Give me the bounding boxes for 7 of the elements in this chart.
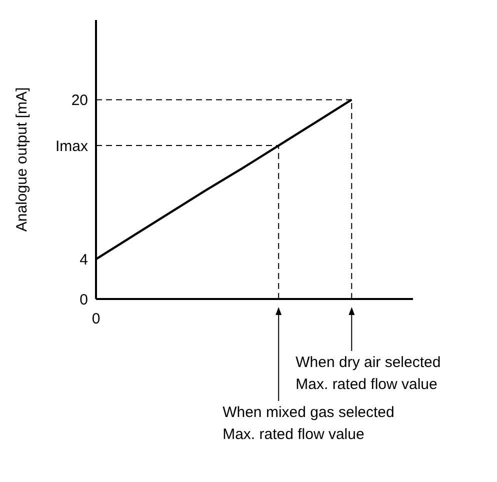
y-tick-label: 20 (71, 92, 88, 110)
text: When mixed gas selected Max. rated flow value (222, 404, 394, 443)
y-axis-title: Analogue output [mA] (13, 87, 30, 232)
y-tick-label: 4 (80, 251, 88, 268)
y-tick-label: 0 (80, 291, 88, 308)
y-tick-label: Imax (55, 138, 88, 155)
text: When dry air selected Max. rated flow value (296, 354, 441, 393)
